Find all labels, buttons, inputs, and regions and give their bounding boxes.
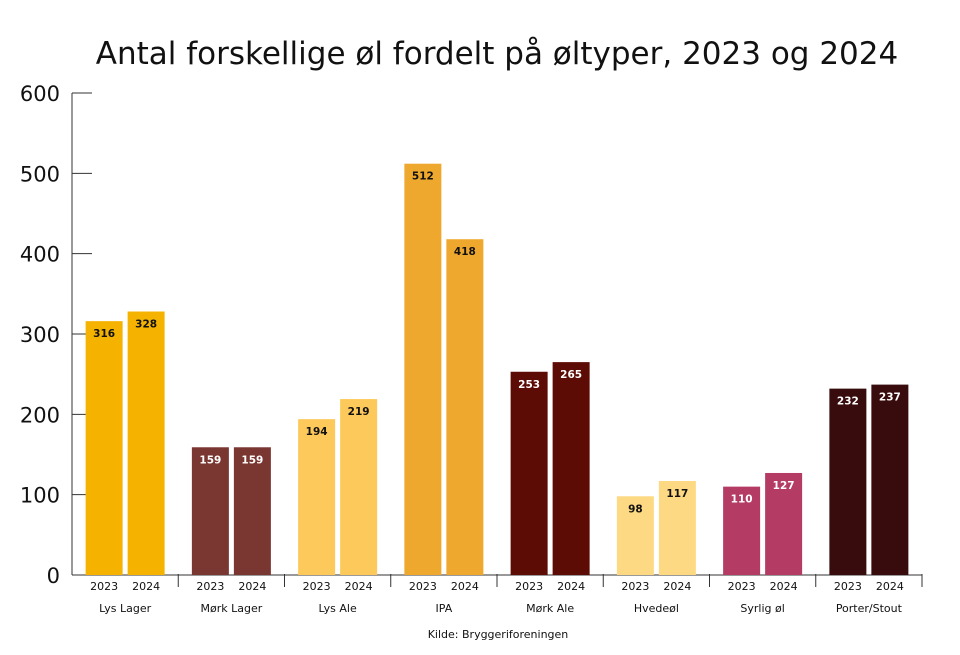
category-label: Lys Ale — [319, 602, 357, 615]
data-label: 328 — [135, 319, 157, 331]
data-label: 127 — [773, 480, 795, 492]
chart-title: Antal forskellige øl fordelt på øltyper,… — [96, 36, 898, 72]
bar — [298, 419, 336, 575]
bar — [552, 362, 590, 575]
bar — [85, 321, 123, 575]
data-label: 418 — [454, 246, 476, 258]
x-tick-label: 2023 — [515, 580, 543, 593]
x-tick-label: 2024 — [451, 580, 479, 593]
x-tick-label: 2023 — [90, 580, 118, 593]
bar — [658, 481, 696, 575]
data-label: 159 — [241, 454, 263, 466]
data-label: 194 — [306, 426, 328, 438]
data-label: 117 — [666, 488, 688, 500]
category-label: Syrlig øl — [740, 602, 784, 615]
bar — [723, 486, 761, 575]
x-tick-label: 2024 — [876, 580, 904, 593]
y-tick-label: 100 — [20, 484, 60, 508]
data-label: 316 — [93, 328, 115, 340]
bar — [871, 384, 909, 575]
category-label: Porter/Stout — [836, 602, 903, 615]
category-label: Mørk Ale — [526, 602, 574, 615]
x-tick-label: 2023 — [728, 580, 756, 593]
data-label: 98 — [628, 503, 643, 515]
bars: 316 328 159 159 194 219 512 418 253 265 98 117 110 12… — [85, 163, 909, 575]
y-tick-label: 200 — [20, 403, 60, 427]
data-label: 110 — [731, 494, 753, 506]
category-label: IPA — [436, 602, 453, 615]
x-tick-label: 2023 — [409, 580, 437, 593]
bar — [829, 388, 867, 575]
data-label: 512 — [412, 171, 434, 183]
x-axis: 2023 2024 Lys Lager 2023 2024 Mørk Lager 2023 2… — [72, 574, 923, 615]
x-tick-label: 2023 — [834, 580, 862, 593]
data-label: 265 — [560, 369, 582, 381]
bar — [765, 472, 803, 575]
bar — [191, 447, 229, 575]
bar — [127, 311, 165, 575]
y-tick-label: 300 — [20, 323, 60, 347]
bar — [233, 447, 271, 575]
bar — [404, 163, 442, 575]
y-tick-label: 400 — [20, 243, 60, 267]
data-label: 253 — [518, 379, 540, 391]
bar — [616, 496, 654, 575]
x-tick-label: 2024 — [238, 580, 266, 593]
data-label: 237 — [879, 392, 901, 404]
x-tick-label: 2024 — [770, 580, 798, 593]
y-tick-label: 600 — [20, 82, 60, 106]
x-tick-label: 2023 — [196, 580, 224, 593]
x-tick-label: 2023 — [303, 580, 331, 593]
data-label: 232 — [837, 396, 859, 408]
x-tick-label: 2024 — [345, 580, 373, 593]
x-tick-label: 2024 — [557, 580, 585, 593]
category-label: Hvedeøl — [634, 602, 679, 615]
data-label: 219 — [348, 406, 370, 418]
y-tick-label: 0 — [47, 564, 60, 588]
category-label: Lys Lager — [99, 602, 151, 615]
category-label: Mørk Lager — [200, 602, 262, 615]
y-tick-label: 500 — [20, 162, 60, 186]
bar — [340, 399, 378, 575]
x-tick-label: 2024 — [663, 580, 691, 593]
data-label: 159 — [199, 454, 221, 466]
source-note: Kilde: Bryggeriforeningen — [428, 628, 569, 641]
x-tick-label: 2023 — [621, 580, 649, 593]
bar — [510, 371, 548, 575]
x-tick-label: 2024 — [132, 580, 160, 593]
bar — [446, 239, 484, 575]
y-axis: 0 100 200 300 400 500 600 — [20, 82, 92, 588]
